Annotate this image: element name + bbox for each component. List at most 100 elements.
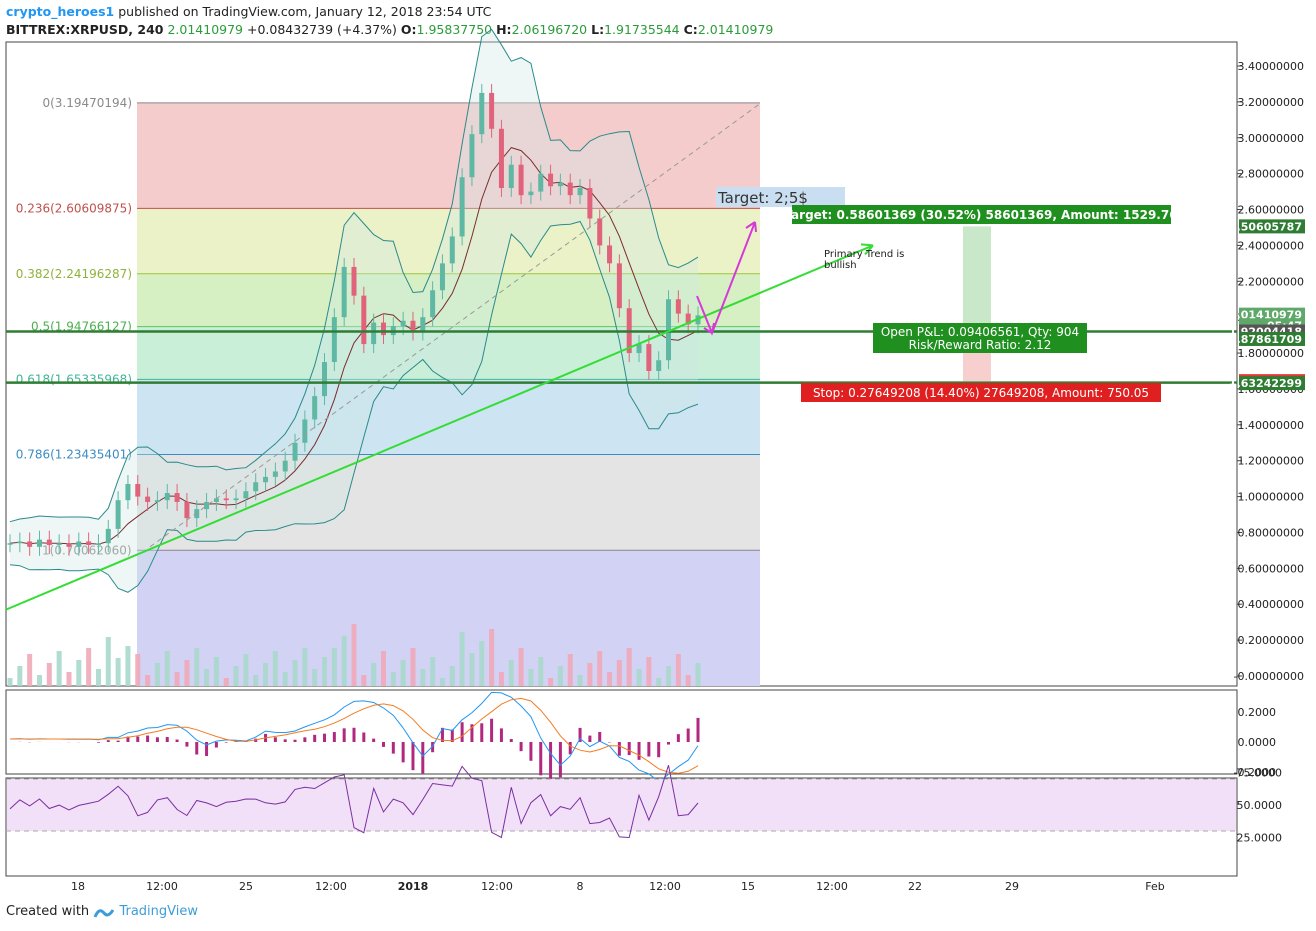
published-text: published on TradingView.com, January 12… (118, 4, 492, 19)
rr-text: Risk/Reward Ratio: 2.12 (909, 338, 1052, 352)
volume-bar (420, 669, 426, 686)
volume-bar (508, 660, 514, 686)
price-tick-label: 0.40000000 (1238, 598, 1304, 611)
open-value: 1.95837750 (416, 22, 493, 37)
last-price: 2.01410979 (167, 22, 244, 37)
volume-bar (253, 675, 259, 686)
tradingview-brand-link[interactable]: TradingView (119, 904, 198, 919)
volume-bar (312, 669, 318, 686)
volume-bar (115, 658, 121, 686)
pnl-box (873, 323, 1087, 353)
fib-zone-0 (137, 102, 760, 209)
volume-bar (233, 666, 239, 686)
volume-bar (489, 629, 495, 686)
pnl-text: Open P&L: 0.09406561, Qty: 904 (881, 325, 1079, 339)
volume-bar (636, 669, 642, 686)
volume-bar (105, 637, 111, 686)
volume-bar (498, 672, 504, 686)
fib-zone-2 (137, 273, 760, 327)
volume-bar (390, 672, 396, 686)
volume-bar (322, 657, 328, 686)
candle-body (675, 299, 681, 314)
candle-body (322, 362, 328, 397)
candle-body (292, 442, 298, 461)
candle-body (174, 493, 180, 502)
candle-body (459, 177, 465, 237)
fib-zone-6 (137, 550, 760, 686)
time-tick-label: 12:00 (315, 880, 347, 893)
candle-body (656, 360, 662, 371)
candle-body (86, 541, 92, 546)
price-label: 1.87861709 (1229, 333, 1302, 346)
volume-bar (154, 663, 160, 686)
volume-bar (479, 641, 485, 686)
candle-body (302, 419, 308, 443)
candle-body (36, 539, 42, 547)
price-label: 2.50605787 (1229, 220, 1302, 233)
fib-label-5: 0.786(1.23435401) (16, 448, 132, 462)
volume-bar (223, 678, 229, 686)
price-tick-label: 1.20000000 (1238, 455, 1304, 468)
trend-note-1: Primary Trend is (824, 249, 904, 260)
volume-bar (695, 663, 701, 686)
candle-body (7, 543, 13, 545)
volume-bar (626, 648, 632, 686)
volume-bar (302, 648, 308, 686)
volume-bar (27, 654, 33, 686)
volume-bar (371, 663, 377, 686)
rsi-tick-label: 25.0000 (1237, 832, 1283, 845)
volume-bar (292, 660, 298, 686)
price-chart[interactable]: 0(3.19470194) 0.236(2.60609875) 0.382(2.24… (0, 0, 1316, 900)
candle-body (66, 543, 72, 547)
stop-text: Stop: 0.27649208 (14.40%) 27649208, Amou… (813, 386, 1149, 400)
rsi-band (7, 779, 1236, 831)
volume-bar (675, 654, 681, 686)
candle-body (233, 498, 239, 501)
time-tick-label: 12:00 (146, 880, 178, 893)
rsi-tick-label: 50.0000 (1237, 799, 1283, 812)
volume-bar (587, 663, 593, 686)
price-tick-label: 0.80000000 (1238, 526, 1304, 539)
price-tick-label: 3.40000000 (1238, 60, 1304, 73)
candle-body (518, 164, 524, 196)
bollinger-lower (9, 220, 699, 593)
volume-bar (577, 675, 583, 686)
candle-body (95, 543, 101, 546)
candle-body (105, 528, 111, 544)
price-tick-label: 2.80000000 (1238, 168, 1304, 181)
candle-body (636, 344, 642, 354)
candle-body (380, 322, 386, 336)
price-tick-label: 2.60000000 (1238, 204, 1304, 217)
projection-arrow-icon (703, 221, 757, 334)
price-tick-label: -0.00000000 (1234, 670, 1304, 683)
price-label-bg (1239, 307, 1305, 322)
volume-bar (56, 651, 62, 686)
candle-body (430, 290, 436, 318)
candle-body (489, 92, 495, 129)
fib-zone-1 (137, 208, 760, 274)
candle-body (410, 320, 416, 332)
candle-body (135, 484, 141, 497)
close-label: C: (683, 22, 698, 37)
header-line-1: crypto_heroes1 published on TradingView.… (6, 4, 491, 19)
volume-bar (194, 648, 200, 686)
volume-bar (135, 654, 141, 686)
signal-line (9, 697, 699, 774)
fib-label-4: 0.618(1.65335968) (16, 372, 132, 386)
rsi-line (9, 765, 699, 839)
candle-body (616, 263, 622, 309)
close-value: 2.01410979 (697, 22, 774, 37)
volume-bar (145, 675, 151, 686)
volume-bar (125, 646, 131, 686)
volume-bar (184, 660, 190, 686)
time-tick-label: 25 (239, 880, 253, 893)
candle-body (587, 188, 593, 219)
time-tick-label: 8 (577, 880, 584, 893)
fib-zone-4 (137, 379, 760, 455)
volume-bar (361, 675, 367, 686)
candle-body (331, 317, 337, 363)
author-link[interactable]: crypto_heroes1 (6, 4, 115, 19)
volume-bar (282, 672, 288, 686)
price-label: 1.63242299 (1229, 377, 1302, 390)
price-label-bg (1239, 331, 1305, 346)
